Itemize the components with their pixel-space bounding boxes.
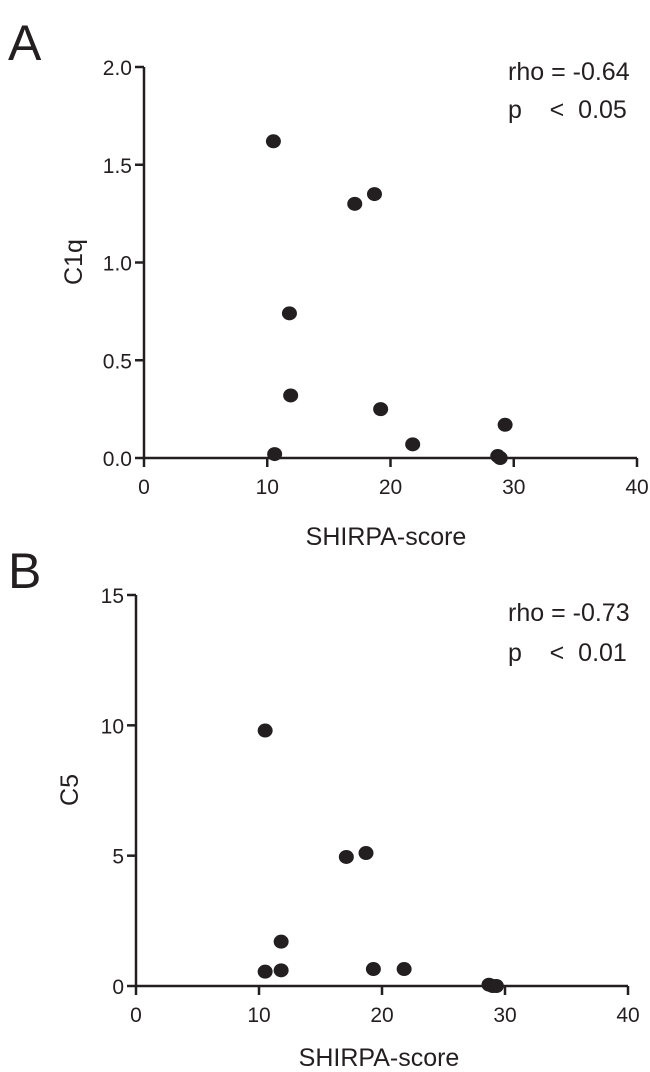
panel-b-y-tick-label: 15 [101,585,124,608]
panel-a-data-point [492,451,508,465]
panel-b-x-tick-label: 20 [370,1004,393,1027]
panel-b-stat-p: p < 0.01 [508,639,627,667]
panel-a-y-tick-label: 0.0 [103,448,132,471]
panel-a-points [265,134,513,465]
panel-b-letter: B [8,543,41,599]
panel-a-data-point [283,388,299,403]
panel-b-ylabel: C5 [56,774,84,806]
panel-b-y-tick-label: 10 [101,715,124,738]
panel-a-y-tick-label: 0.5 [103,350,132,373]
panel-a-ylabel: C1q [60,239,88,285]
panel-a-letter: A [8,15,42,71]
panel-b-data-point [358,846,374,861]
panel-b-data-point [338,849,354,864]
panel-b-data-point [488,979,504,993]
panel-b-data-point [365,962,381,977]
panel-b-x-tick-label: 10 [247,1004,270,1027]
panel-b-x-tick-label: 40 [616,1004,639,1027]
panel-a-data-point [281,306,297,321]
panel-a-data-point [267,447,283,462]
panel-a-x-tick-label: 20 [379,476,402,499]
panel-b-stat-rho: rho = -0.73 [508,599,630,627]
panel-b-xlabel: SHIRPA-score [299,1044,460,1072]
panel-b-y-tick-label: 5 [112,846,124,869]
panel-b: B C5 SHIRPA-score rho = -0.73 p < 0.01 0… [8,543,640,1072]
panel-b-data-point [273,934,289,949]
panel-a-data-point [347,196,363,211]
panel-a-stat-rho: rho = -0.64 [508,58,630,86]
panel-a-data-point [373,402,389,417]
panel-a-xlabel: SHIRPA-score [306,523,467,551]
panel-b-data-point [273,963,289,978]
panel-a-axes: 0 10 20 30 40 0.0 0.5 1.0 1.5 2.0 [103,57,649,499]
panel-a-stat-p: p < 0.05 [508,96,627,124]
panel-a-x-tick-label: 30 [502,476,525,499]
panel-b-points [257,723,504,993]
panel-b-data-point [257,964,273,979]
panel-a-data-point [497,417,513,432]
panel-b-data-point [396,962,412,977]
panel-a-y-tick-label: 1.0 [103,253,132,276]
panel-b-y-tick-label: 0 [112,976,124,999]
panel-a-x-tick-label: 40 [625,476,648,499]
panel-b-x-tick-label: 30 [493,1004,516,1027]
panel-a-y-tick-label: 2.0 [103,57,132,80]
panel-a-x-tick-label: 0 [138,476,150,499]
panel-b-x-tick-label: 0 [130,1004,142,1027]
panel-b-data-point [257,723,273,738]
panel-a-x-tick-label: 10 [256,476,279,499]
panel-a-data-point [265,134,281,149]
panel-b-axes: 0 10 20 30 40 0 5 10 15 [101,585,640,1027]
panel-a-y-tick-label: 1.5 [103,155,132,178]
panel-a-data-point [405,437,421,452]
panel-a-data-point [366,187,382,202]
panel-a: A C1q SHIRPA-score rho = -0.64 p < 0.05 … [8,15,649,551]
